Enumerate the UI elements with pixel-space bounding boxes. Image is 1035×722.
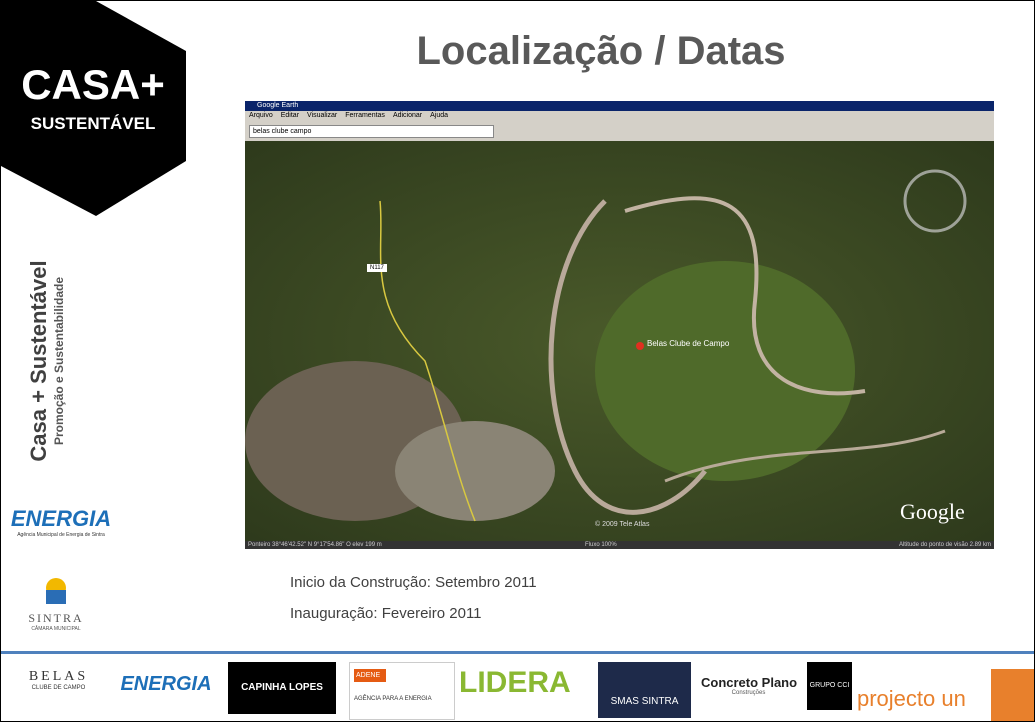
menu-item[interactable]: Ferramentas	[345, 112, 385, 119]
google-brand: Google	[900, 499, 965, 525]
logo-sub: Construções	[701, 690, 796, 696]
sintra-text: SINTRA	[16, 611, 96, 626]
menu-item[interactable]: Editar	[281, 112, 299, 119]
copyright: © 2009 Tele Atlas	[595, 521, 649, 528]
energia-logo: ENERGIA Agência Municipal de Energia de …	[6, 506, 116, 538]
satellite-map	[245, 141, 994, 541]
logo-main: CASA+	[21, 61, 165, 108]
logo-text: Concreto Plano	[701, 675, 796, 690]
vertical-subtitle: Promoção e Sustentabilidade	[52, 246, 66, 476]
divider	[1, 651, 1035, 654]
menu-item[interactable]: Visualizar	[307, 112, 337, 119]
footer-logo: BELAS CLUBE DE CAMPO	[11, 669, 106, 691]
vertical-brand: Casa + Sustentável Promoção e Sustentabi…	[26, 246, 66, 476]
casa-logo: CASA+ SUSTENTÁVEL	[1, 1, 191, 221]
energia-sub: Agência Municipal de Energia de Sintra	[6, 532, 116, 538]
menu-bar: Arquivo Editar Visualizar Ferramentas Adicio…	[249, 112, 456, 119]
road-label: N117	[367, 264, 387, 272]
title: Localização / Datas	[301, 29, 901, 74]
menu-item[interactable]: Arquivo	[249, 112, 273, 119]
footer-logo: CAPINHA LOPES	[228, 662, 336, 714]
status-bar: Ponteiro 38°46'42.52" N 9°17'54.86" O el…	[245, 541, 994, 549]
logo-text: BELAS	[11, 669, 106, 685]
search-box[interactable]: belas clube campo	[249, 125, 494, 138]
footer-logo: projecto un	[857, 686, 966, 712]
vertical-title: Casa + Sustentável	[26, 246, 52, 476]
sintra-sub: CÂMARA MUNICIPAL	[16, 626, 96, 632]
screenshot: Google Earth Arquivo Editar Visualizar Ferr…	[245, 101, 994, 549]
status-left: Ponteiro 38°46'42.52" N 9°17'54.86" O el…	[248, 541, 382, 549]
status-right: Altitude do ponto de visão 2.89 km	[899, 541, 991, 549]
footer-logo: LIDERA	[459, 666, 571, 700]
footer-logo: GRUPO CCI	[807, 662, 852, 710]
status-mid: Fluxo 100%	[585, 541, 617, 549]
place-label: Belas Clube de Campo	[647, 339, 729, 348]
sintra-logo: SINTRA CÂMARA MUNICIPAL	[16, 576, 96, 632]
footer-logo: SMAS SINTRA	[598, 662, 691, 718]
logo-sub: AGÊNCIA PARA A ENERGIA	[350, 696, 454, 702]
slide: CASA+ SUSTENTÁVEL Casa + Sustentável Pro…	[0, 0, 1035, 722]
footer-shape	[991, 669, 1035, 721]
logo-sub: CLUBE DE CAMPO	[11, 685, 106, 691]
footer-logo: ENERGIA	[116, 673, 216, 696]
logo-text: ADENE	[354, 669, 386, 682]
footer-logo: Concreto Plano Construções	[701, 675, 796, 696]
energia-text: ENERGIA	[6, 506, 116, 532]
menu-item[interactable]: Adicionar	[393, 112, 422, 119]
sintra-icon	[31, 576, 81, 606]
info-line: Inauguração: Fevereiro 2011	[290, 605, 482, 622]
info-line: Inicio da Construção: Setembro 2011	[290, 574, 537, 591]
menu-item[interactable]: Ajuda	[430, 112, 448, 119]
window-title: Google Earth	[245, 101, 994, 111]
logo-sub: SUSTENTÁVEL	[31, 114, 156, 133]
footer-logo: ADENE AGÊNCIA PARA A ENERGIA	[349, 662, 455, 720]
